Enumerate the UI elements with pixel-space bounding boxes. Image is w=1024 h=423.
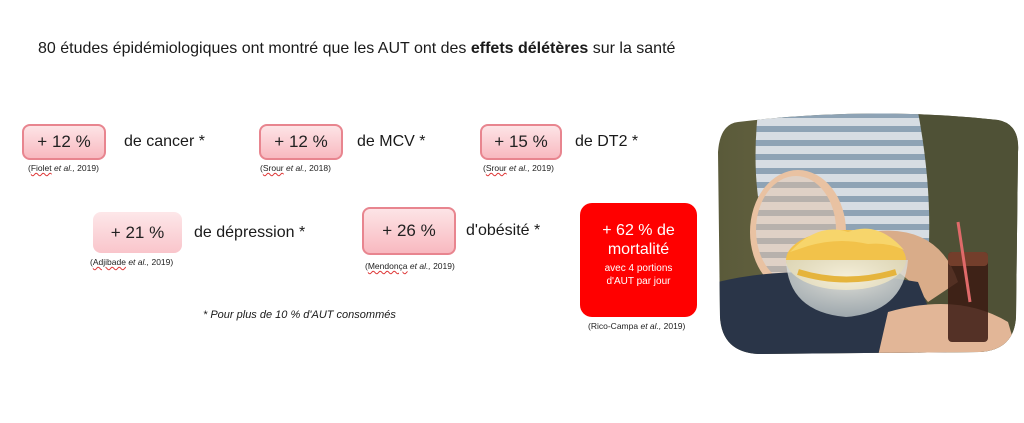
mortality-reference: (Rico-Campa et al., 2019): [588, 321, 686, 331]
stat-reference: (Fiolet et al., 2019): [28, 163, 99, 173]
stat-value-box: + 12 %: [22, 124, 106, 160]
stat-reference: (Srour et al., 2019): [483, 163, 554, 173]
stat-label: de cancer *: [124, 133, 205, 150]
mortality-line4: d'AUT par jour: [606, 276, 671, 287]
stat-reference: (Mendonça et al., 2019): [365, 261, 455, 271]
stat-value-box: + 21 %: [93, 212, 182, 253]
stat-label: d'obésité *: [466, 222, 541, 239]
stat-value-box: + 26 %: [362, 207, 456, 255]
stat-label: de dépression *: [194, 223, 306, 241]
stat-label: de MCV *: [357, 133, 426, 150]
page-title: 80 études épidémiologiques ont montré qu…: [38, 40, 675, 58]
mortality-box: + 62 % de mortalité avec 4 portions d'AU…: [580, 203, 697, 317]
stat-mcv: + 12 % de MCV *: [259, 124, 425, 160]
stat-reference: (Srour et al., 2018): [260, 163, 331, 173]
stat-depression: + 21 % de dépression *: [93, 212, 305, 253]
mortality-line1: + 62 % de: [602, 222, 675, 239]
stat-value-box: + 12 %: [259, 124, 343, 160]
mortality-line2: mortalité: [607, 241, 670, 258]
stat-value-box: + 15 %: [480, 124, 562, 160]
title-prefix: 80 études épidémiologiques ont montré qu…: [38, 40, 471, 57]
stat-cancer: + 12 % de cancer *: [22, 124, 205, 160]
mortality-line3: avec 4 portions: [604, 263, 673, 274]
person-eating-chips-photo: [718, 113, 1019, 355]
title-bold: effets délétères: [470, 40, 589, 57]
footnote: * Pour plus de 10 % d'AUT consommés: [203, 309, 396, 321]
stat-label: de DT2 *: [575, 133, 639, 150]
title-suffix: sur la santé: [588, 40, 676, 57]
stat-obesity: + 26 % d'obésité *: [362, 207, 540, 255]
stat-dt2: + 15 % de DT2 *: [480, 124, 638, 160]
stat-reference: (Adjibade et al., 2019): [90, 257, 174, 267]
